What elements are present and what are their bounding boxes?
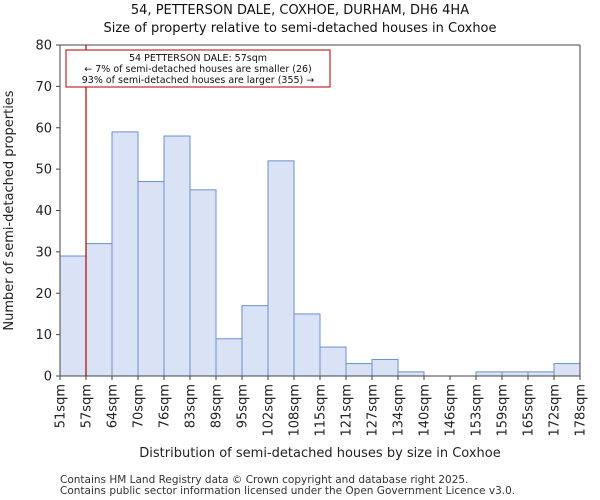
histogram-bar — [85, 243, 113, 377]
y-tick-label: 0 — [44, 370, 52, 385]
x-tick-label: 121sqm — [340, 384, 355, 437]
x-tick-label: 51sqm — [54, 384, 69, 428]
x-tick-label: 57sqm — [80, 384, 95, 428]
x-tick-label: 76sqm — [158, 384, 173, 428]
y-tick-label: 40 — [35, 204, 52, 219]
annotation-line-2: ← 7% of semi-detached houses are smaller… — [84, 64, 312, 75]
x-tick-label: 178sqm — [574, 384, 589, 437]
footer-licence: Contains public sector information licen… — [60, 485, 516, 497]
x-tick-label: 172sqm — [548, 384, 563, 437]
x-tick-label: 153sqm — [470, 384, 485, 437]
histogram-bar — [137, 181, 165, 377]
annotation-line-3: 93% of semi-detached houses are larger (… — [82, 75, 315, 86]
x-tick-label: 95sqm — [236, 384, 251, 428]
histogram-bar — [527, 371, 555, 377]
annotation-box — [65, 49, 331, 88]
x-tick-label: 115sqm — [314, 384, 329, 437]
y-tick-label: 30 — [35, 245, 52, 260]
x-tick-label: 89sqm — [210, 384, 225, 428]
histogram-bar — [111, 131, 139, 377]
y-tick-label: 50 — [35, 163, 52, 178]
histogram-bar — [345, 363, 373, 377]
y-tick-label: 20 — [35, 287, 52, 302]
histogram-bar — [397, 371, 425, 377]
histogram-bar — [163, 135, 191, 377]
x-axis-title: Distribution of semi-detached houses by … — [139, 446, 500, 461]
histogram-bar — [371, 358, 399, 377]
x-tick-label: 165sqm — [522, 384, 537, 437]
histogram-bar — [189, 189, 217, 377]
histogram-bar — [215, 338, 243, 377]
x-tick-label: 159sqm — [496, 384, 511, 437]
footer-copyright: Contains HM Land Registry data © Crown c… — [60, 474, 469, 486]
chart-title-line-2: Size of property relative to semi-detach… — [103, 21, 497, 36]
x-tick-label: 83sqm — [184, 384, 199, 428]
x-tick-label: 146sqm — [444, 384, 459, 437]
y-tick-label: 10 — [35, 328, 52, 343]
x-tick-label: 64sqm — [106, 384, 121, 428]
histogram-bar — [293, 313, 321, 377]
histogram-bar — [475, 371, 503, 377]
histogram-bar — [553, 363, 581, 377]
y-axis-title: Number of semi-detached properties — [2, 90, 17, 330]
x-tick-label: 102sqm — [262, 384, 277, 437]
x-tick-label: 134sqm — [392, 384, 407, 437]
histogram-bar — [267, 160, 295, 377]
x-tick-label: 70sqm — [132, 384, 147, 428]
histogram-bar — [241, 305, 269, 377]
annotation-line-1: 54 PETTERSON DALE: 57sqm — [129, 53, 267, 64]
chart-title-line-1: 54, PETTERSON DALE, COXHOE, DURHAM, DH6 … — [130, 3, 470, 18]
x-tick-label: 127sqm — [366, 384, 381, 437]
histogram-bar — [319, 346, 347, 377]
histogram-bar — [59, 255, 87, 377]
y-tick-label: 70 — [35, 80, 52, 95]
histogram-bar — [501, 371, 529, 377]
x-tick-label: 140sqm — [418, 384, 433, 437]
y-tick-label: 60 — [35, 121, 52, 136]
x-tick-label: 108sqm — [288, 384, 303, 437]
y-tick-label: 80 — [35, 39, 52, 54]
